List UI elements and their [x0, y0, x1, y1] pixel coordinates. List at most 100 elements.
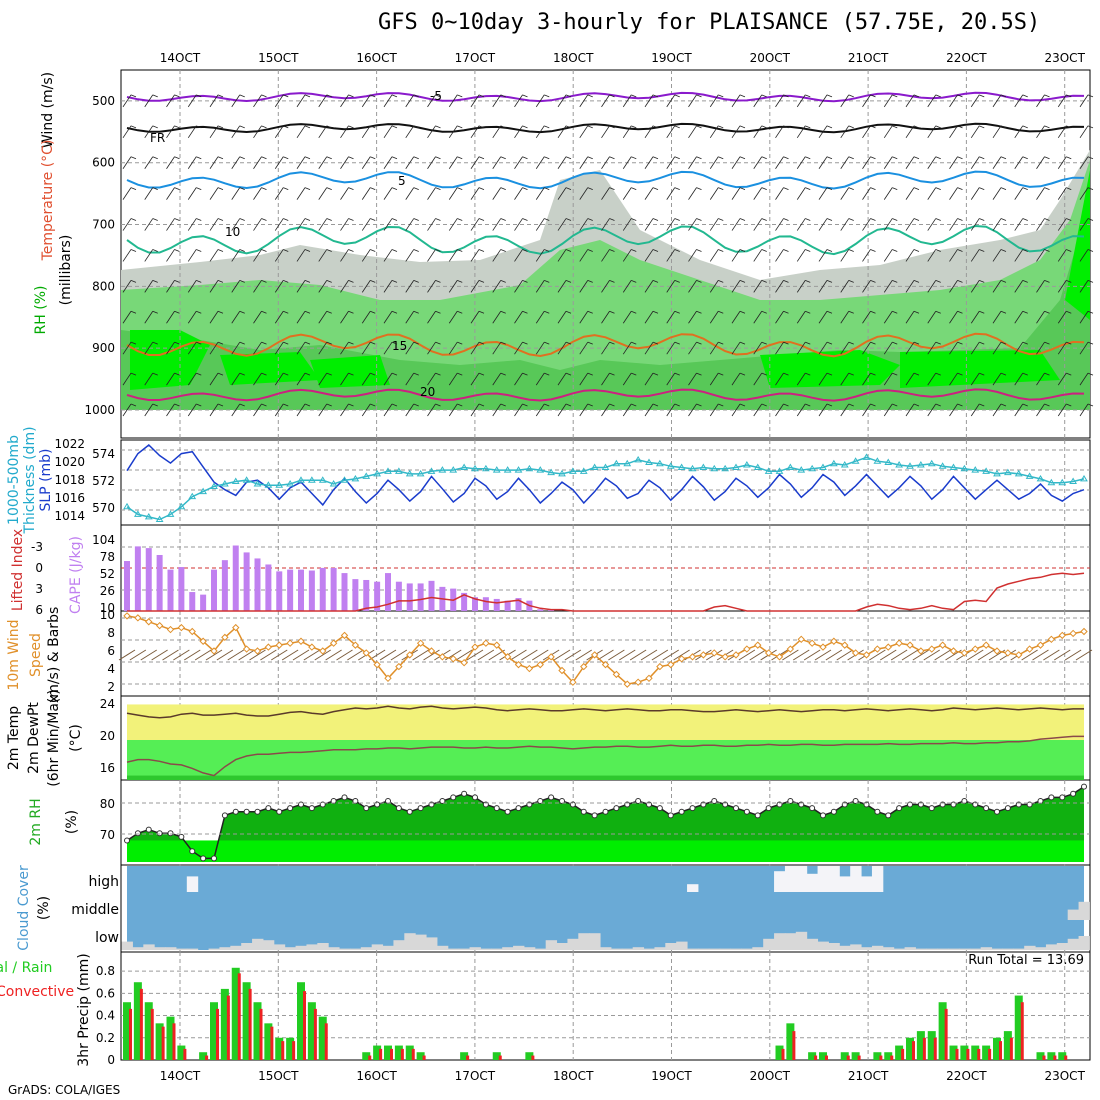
wind10-barb	[890, 649, 908, 661]
precip-conv-bar	[1042, 1055, 1046, 1060]
wind-barb-flag	[848, 372, 854, 376]
wind-barb-flag	[805, 279, 811, 283]
wind-barb-flag	[413, 218, 419, 221]
wind-barb-flag	[196, 218, 202, 221]
cloud-middle-bar	[1067, 909, 1080, 920]
rh2m-line-point	[635, 797, 642, 804]
wind-barb	[383, 125, 393, 139]
wind-barb	[535, 372, 545, 386]
cloud-axis-label: Cloud Cover	[16, 865, 32, 951]
thickness-line-point	[536, 466, 545, 473]
wind-barb	[709, 341, 719, 355]
cloud-low-bar	[154, 947, 166, 950]
wind-barb-flag	[413, 156, 419, 160]
thickness-line-point	[840, 461, 849, 468]
wind-barb	[1057, 187, 1067, 200]
wind-barb	[992, 156, 1002, 169]
wind-barb	[535, 280, 545, 293]
wind-barb	[775, 311, 784, 324]
wind-barb-flag	[304, 249, 311, 252]
wind-barb	[383, 218, 393, 231]
wind10-speed-line-point	[906, 641, 914, 649]
wind10-speed-line-point	[580, 662, 588, 671]
upper-axis-label: Temperature (°C)	[40, 140, 56, 262]
wind-barb	[166, 156, 175, 169]
precip-total-bar	[318, 1016, 327, 1060]
wind10-speed-line-point	[145, 618, 153, 626]
wind-barb	[209, 249, 219, 262]
wind10-speed-line-point	[373, 660, 381, 669]
wind-barb	[970, 218, 980, 231]
thickness-line-point	[351, 474, 360, 482]
wind-barb-flag	[805, 187, 811, 191]
rh2m-line-point	[896, 805, 903, 812]
thickness-line-point	[242, 476, 251, 483]
wind-barb	[949, 280, 958, 293]
wind-barb-flag	[283, 372, 289, 376]
wind-barb	[666, 187, 676, 200]
wind-barb-flag	[304, 403, 311, 407]
wind-barb	[187, 218, 197, 231]
wind-barb	[666, 94, 676, 108]
wind-barb	[144, 372, 154, 386]
wind-barb-flag	[631, 156, 637, 160]
wind-barb	[818, 249, 828, 262]
precip-total-bar	[927, 1031, 936, 1060]
cloud-low-bar	[1013, 948, 1025, 950]
precip-tick: 0.2	[96, 1031, 115, 1045]
wind-barb-flag	[348, 310, 354, 314]
wind-barb-flag	[391, 156, 398, 160]
wind-barb	[209, 218, 219, 231]
thickness-line-point	[384, 467, 392, 474]
wind-barb	[427, 94, 436, 108]
wind-barb-flag	[217, 279, 224, 283]
wind-barb	[949, 372, 958, 386]
cape-bar	[298, 569, 304, 611]
precip-total-bar	[199, 1052, 208, 1060]
wind-barb	[514, 249, 523, 262]
wind-barb	[318, 341, 328, 355]
wind-barb-flag	[565, 187, 572, 191]
wind-barb	[840, 280, 850, 293]
precip-conv-bar	[922, 1037, 926, 1060]
wind-barb	[296, 341, 306, 355]
precip-total-bar	[1047, 1052, 1056, 1060]
thickness-tick: 570	[92, 501, 115, 515]
wind10-speed-line-point	[601, 660, 610, 669]
wind-barb	[448, 372, 458, 386]
wind10-barb	[749, 649, 767, 661]
wind-barb	[492, 94, 502, 108]
wind-barb-flag	[370, 187, 376, 191]
wind-barb	[949, 311, 958, 324]
wind-barb	[427, 125, 436, 139]
wind-barb-flag	[848, 94, 854, 98]
wind-barb	[144, 125, 154, 139]
wind-barb	[992, 94, 1002, 108]
wind10-speed-line-point	[710, 649, 718, 657]
wind-barb	[383, 156, 393, 169]
cloud-low-bar	[469, 947, 481, 950]
cloud-low-bar	[1024, 945, 1036, 950]
wind-barb-flag	[805, 94, 811, 98]
wind-barb-flag	[652, 310, 659, 314]
wind10-barb	[521, 649, 538, 661]
wind-barb	[361, 94, 371, 108]
wind-barb	[644, 280, 654, 293]
wind-barb	[231, 218, 241, 231]
wind10-speed-line-point	[873, 645, 882, 653]
wind-barb	[775, 125, 784, 139]
wind-barb	[448, 280, 458, 293]
wind-barb	[361, 341, 371, 355]
rh2m-line-point	[450, 794, 457, 801]
wind-barb-flag	[1044, 341, 1050, 345]
wind-barb	[622, 218, 632, 231]
date-label-bottom: 15OCT	[258, 1069, 299, 1083]
wind-barb	[492, 311, 502, 324]
wind-barb	[296, 94, 306, 108]
rh2m-line-point	[928, 805, 935, 812]
thickness-line-point	[416, 469, 425, 477]
wind10-speed-line-point	[1080, 627, 1088, 636]
wind10-barb	[1043, 649, 1060, 661]
wind-barb-flag	[239, 403, 245, 407]
wind10-speed-line-point	[449, 655, 457, 663]
